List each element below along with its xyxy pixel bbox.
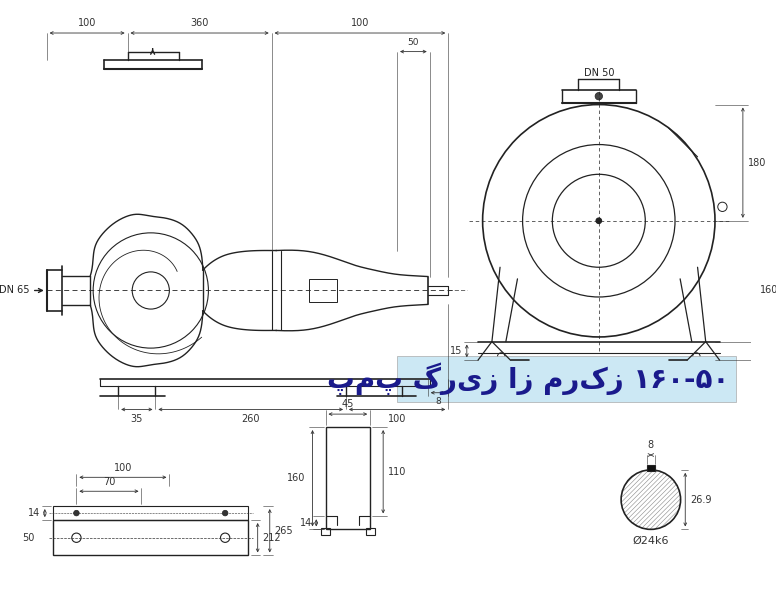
Circle shape [223, 510, 228, 516]
Text: 50: 50 [407, 38, 419, 47]
Polygon shape [621, 470, 681, 529]
Text: 100: 100 [78, 19, 96, 28]
Circle shape [595, 93, 602, 100]
Text: پمپ گریز از مرکز ۱۶۰-۵۰: پمپ گریز از مرکز ۱۶۰-۵۰ [327, 362, 729, 395]
Bar [326, 427, 370, 529]
Text: 70: 70 [102, 477, 115, 487]
Circle shape [596, 218, 601, 224]
Text: 265: 265 [275, 526, 293, 535]
Text: 100: 100 [351, 19, 369, 28]
Text: 360: 360 [190, 19, 209, 28]
Text: 50: 50 [23, 532, 35, 543]
Text: 160: 160 [286, 473, 305, 483]
Circle shape [74, 510, 79, 516]
Bar [309, 279, 337, 302]
Text: 180: 180 [747, 157, 766, 168]
Text: 212: 212 [262, 532, 281, 543]
FancyBboxPatch shape [397, 356, 736, 402]
Text: 14: 14 [300, 518, 313, 528]
Text: 14: 14 [28, 508, 40, 518]
Text: DN 50: DN 50 [584, 68, 614, 78]
Text: 160: 160 [760, 285, 776, 296]
Text: 8: 8 [648, 441, 654, 450]
Text: 15: 15 [450, 346, 462, 356]
Text: 8: 8 [435, 397, 441, 406]
Bar [54, 506, 248, 520]
Text: 35: 35 [130, 414, 143, 424]
Text: 260: 260 [241, 414, 260, 424]
Text: 45: 45 [341, 400, 354, 409]
Bar [54, 520, 248, 555]
Bar [365, 528, 375, 535]
Text: Ø24k6: Ø24k6 [632, 535, 669, 546]
Bar [647, 465, 655, 471]
Text: DN 65: DN 65 [0, 285, 30, 296]
Bar [321, 528, 330, 535]
Text: 26.9: 26.9 [690, 495, 712, 505]
Text: 100: 100 [388, 414, 407, 424]
Text: 100: 100 [114, 463, 132, 472]
Text: 110: 110 [388, 467, 406, 477]
